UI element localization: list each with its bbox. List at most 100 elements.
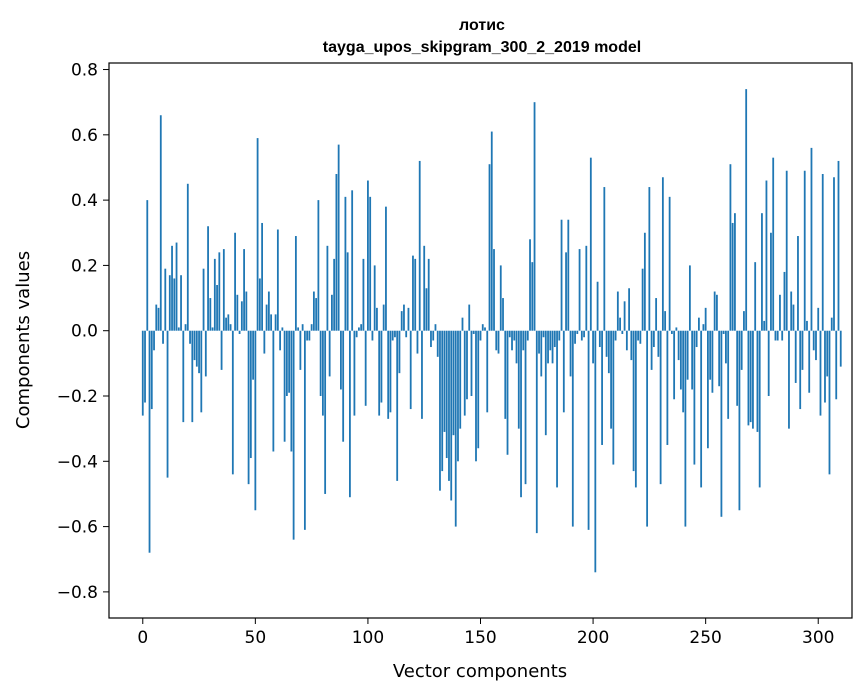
bar bbox=[193, 330, 196, 361]
bar bbox=[281, 327, 284, 331]
bar bbox=[668, 196, 671, 331]
bar bbox=[211, 327, 214, 331]
bar bbox=[691, 330, 694, 390]
bar bbox=[274, 314, 277, 331]
bar bbox=[222, 249, 225, 331]
bar bbox=[261, 222, 263, 331]
bar bbox=[256, 138, 259, 331]
bar bbox=[661, 177, 664, 331]
bar bbox=[718, 330, 721, 387]
bar bbox=[531, 262, 534, 331]
bar bbox=[439, 330, 441, 491]
bar bbox=[425, 288, 428, 331]
bar bbox=[743, 311, 745, 331]
bar bbox=[745, 89, 748, 331]
bar bbox=[364, 330, 367, 406]
bar bbox=[376, 307, 378, 331]
bar bbox=[463, 330, 466, 416]
bar bbox=[774, 330, 777, 341]
bar bbox=[639, 330, 642, 344]
bar bbox=[522, 330, 525, 351]
bar bbox=[396, 330, 399, 481]
bar bbox=[412, 255, 414, 331]
bar bbox=[258, 278, 261, 331]
bar bbox=[407, 307, 410, 331]
bar bbox=[794, 330, 797, 383]
bar bbox=[659, 330, 662, 485]
bar bbox=[245, 291, 248, 331]
y-tick-label: −0.6 bbox=[57, 518, 98, 538]
bar bbox=[688, 265, 691, 331]
bar bbox=[353, 330, 356, 416]
bar bbox=[589, 157, 592, 331]
bar bbox=[616, 291, 619, 331]
bar bbox=[630, 330, 633, 361]
bar bbox=[601, 330, 603, 445]
bar bbox=[709, 330, 712, 380]
bar bbox=[520, 330, 522, 498]
bar bbox=[475, 330, 477, 462]
bar bbox=[499, 265, 502, 331]
bar bbox=[173, 278, 176, 331]
bar bbox=[342, 330, 345, 442]
bar bbox=[754, 262, 757, 331]
bar bbox=[310, 324, 313, 331]
bar bbox=[254, 330, 257, 511]
bar bbox=[623, 301, 626, 331]
bar bbox=[612, 330, 615, 465]
bar bbox=[643, 232, 646, 331]
bar bbox=[391, 330, 394, 341]
bar bbox=[344, 196, 347, 331]
bar bbox=[596, 281, 599, 331]
bar bbox=[502, 298, 504, 331]
bar bbox=[551, 330, 554, 364]
bar bbox=[297, 327, 300, 331]
bar bbox=[238, 330, 241, 334]
bar bbox=[252, 330, 254, 380]
bar bbox=[567, 219, 570, 331]
bar bbox=[526, 330, 529, 341]
bar bbox=[517, 330, 520, 429]
bar bbox=[675, 327, 678, 331]
bar bbox=[560, 219, 563, 331]
bar bbox=[468, 304, 471, 331]
bar bbox=[367, 180, 369, 331]
bar bbox=[758, 330, 761, 488]
bar bbox=[666, 330, 669, 445]
bar bbox=[542, 330, 545, 338]
bar bbox=[418, 160, 421, 331]
bar bbox=[819, 330, 822, 416]
bar bbox=[319, 330, 322, 396]
bar bbox=[713, 291, 716, 331]
bar bbox=[155, 304, 158, 331]
bar bbox=[495, 330, 498, 351]
bar bbox=[486, 330, 489, 413]
bar bbox=[369, 196, 372, 331]
bar bbox=[621, 330, 624, 334]
bar bbox=[605, 330, 608, 357]
bar bbox=[756, 330, 759, 432]
bar bbox=[707, 330, 709, 449]
bar bbox=[303, 330, 306, 530]
bar bbox=[815, 330, 817, 361]
bar bbox=[625, 330, 628, 351]
bar bbox=[682, 330, 685, 413]
bar bbox=[585, 245, 588, 331]
bar bbox=[670, 330, 673, 334]
bar bbox=[423, 245, 426, 331]
bar bbox=[204, 330, 207, 377]
bar bbox=[340, 330, 342, 390]
bar bbox=[441, 330, 444, 472]
bar bbox=[481, 324, 484, 331]
bar bbox=[166, 330, 169, 478]
bar bbox=[382, 304, 385, 331]
bar bbox=[209, 298, 212, 331]
bar bbox=[490, 131, 493, 331]
bar bbox=[331, 294, 333, 331]
bar bbox=[632, 330, 635, 472]
bar bbox=[227, 314, 230, 331]
bar bbox=[472, 330, 475, 334]
bar bbox=[655, 298, 658, 331]
bar bbox=[641, 268, 644, 331]
bar bbox=[285, 330, 288, 396]
